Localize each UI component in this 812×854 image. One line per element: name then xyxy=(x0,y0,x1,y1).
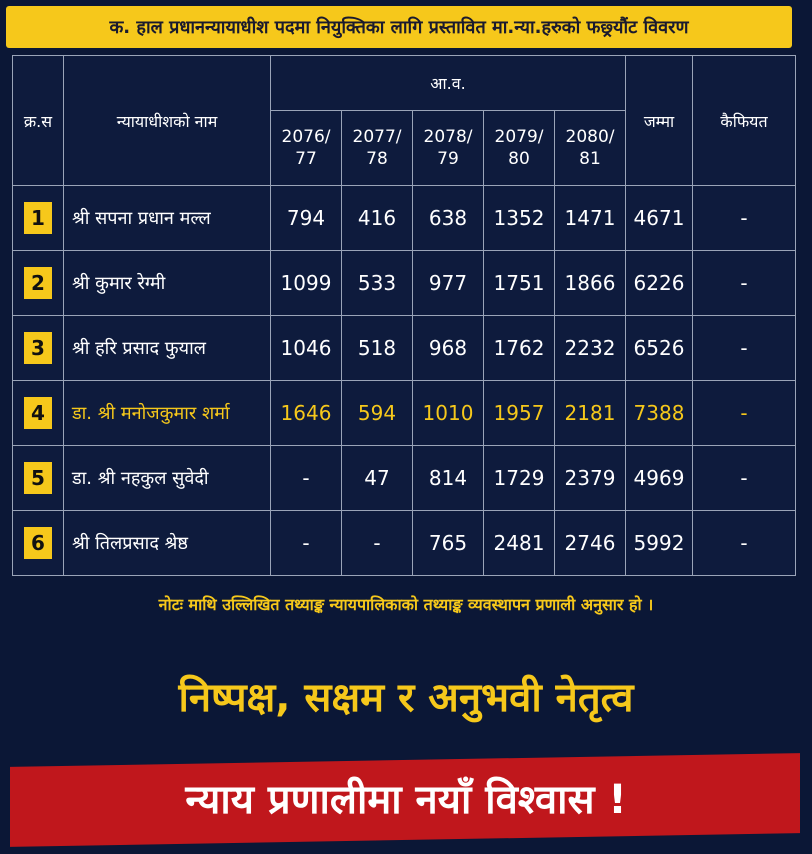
value-cell: 1471 xyxy=(554,185,626,251)
serial-number: 1 xyxy=(24,202,52,234)
value-cell: - xyxy=(692,315,796,381)
note: नोटः माथि उल्लिखित तथ्याङ्क न्यायपालिकाक… xyxy=(158,595,654,614)
value-cell: 2379 xyxy=(554,445,626,511)
value-cell: - xyxy=(341,510,413,576)
slogan-line2: न्याय प्रणालीमा नयाँ विश्वास ! xyxy=(185,777,627,823)
serial-number: 4 xyxy=(24,397,52,429)
value-cell: 1046 xyxy=(270,315,342,381)
year-header: 2076/ 77 xyxy=(270,110,342,186)
value-cell: 1957 xyxy=(483,380,555,446)
value-cell: 2181 xyxy=(554,380,626,446)
value-cell: 1729 xyxy=(483,445,555,511)
value-cell: 1646 xyxy=(270,380,342,446)
value-cell: - xyxy=(692,250,796,316)
value-cell: 1751 xyxy=(483,250,555,316)
value-cell: 6226 xyxy=(625,250,693,316)
name-cell: श्री तिलप्रसाद श्रेष्ठ xyxy=(63,510,271,576)
serial-cell: 5 xyxy=(12,445,64,511)
value-cell: 5992 xyxy=(625,510,693,576)
header-cell: क्र.स xyxy=(12,55,64,186)
serial-cell: 4 xyxy=(12,380,64,446)
data-row: 6 श्री तिलप्रसाद श्रेष्ठ - -765 2481 2746 5992… xyxy=(12,510,796,576)
serial-cell: 6 xyxy=(12,510,64,576)
data-row: 2 श्री कुमार रेग्मी 1099 533 977 1751 1866 6226… xyxy=(12,250,796,316)
serial-cell: 1 xyxy=(12,185,64,251)
slogan-line1: निष्पक्ष, सक्षम र अनुभवी नेतृत्व xyxy=(178,675,634,721)
serial-number: 5 xyxy=(24,462,52,494)
value-cell: 7388 xyxy=(625,380,693,446)
value-cell: 6526 xyxy=(625,315,693,381)
value-cell: 2232 xyxy=(554,315,626,381)
value-cell: - xyxy=(270,510,342,576)
data-row: 5 डा. श्री नहकुल सुवेदी -47 814 1729 2379 4969… xyxy=(12,445,796,511)
value-cell: 1866 xyxy=(554,250,626,316)
value-cell: 2481 xyxy=(483,510,555,576)
serial-number: 2 xyxy=(24,267,52,299)
value-cell: 518 xyxy=(341,315,413,381)
header-row: क्र.स न्यायाधीशको नाम आ.व. जम्मा कैफियत xyxy=(12,55,796,186)
header-cell: आ.व. xyxy=(270,55,626,111)
header-row: 2076/ 77 2077/ 78 2078/ 79 2079/ 80 2080/ 81 xyxy=(13,110,796,186)
serial-number: 3 xyxy=(24,332,52,364)
table: क्र.स न्यायाधीशको नाम आ.व. जम्मा कैफियत 2076/… xyxy=(12,55,796,576)
value-cell: - xyxy=(692,380,796,446)
header-cell: कैफियत xyxy=(692,55,796,186)
value-cell: 814 xyxy=(412,445,484,511)
value-cell: 968 xyxy=(412,315,484,381)
value-cell: - xyxy=(692,185,796,251)
data-row: 4 डा. श्री मनोजकुमार शर्मा 1646 594 1010 1957… xyxy=(12,380,796,446)
value-cell: 2746 xyxy=(554,510,626,576)
value-cell: 638 xyxy=(412,185,484,251)
name-cell: श्री कुमार रेग्मी xyxy=(63,250,271,316)
value-cell: 594 xyxy=(341,380,413,446)
serial-cell: 3 xyxy=(12,315,64,381)
serial-number: 6 xyxy=(24,527,52,559)
serial-cell: 2 xyxy=(12,250,64,316)
value-cell: 1010 xyxy=(412,380,484,446)
value-cell: 977 xyxy=(412,250,484,316)
name-cell: श्री सपना प्रधान मल्ल xyxy=(63,185,271,251)
data-row: 1 श्री सपना प्रधान मल्ल 794 416 638 1352 1471 4… xyxy=(12,185,796,251)
header-cell: जम्मा xyxy=(625,55,693,186)
value-cell: 416 xyxy=(341,185,413,251)
value-cell: 47 xyxy=(341,445,413,511)
name-cell: डा. श्री मनोजकुमार शर्मा xyxy=(63,380,271,446)
value-cell: - xyxy=(270,445,342,511)
value-cell: 794 xyxy=(270,185,342,251)
value-cell: - xyxy=(692,445,796,511)
header-cell: न्यायाधीशको नाम xyxy=(63,55,271,186)
year-header: 2080/ 81 xyxy=(554,110,626,186)
name-cell: डा. श्री नहकुल सुवेदी xyxy=(63,445,271,511)
value-cell: 1099 xyxy=(270,250,342,316)
value-cell: 765 xyxy=(412,510,484,576)
value-cell: 4671 xyxy=(625,185,693,251)
name-cell: श्री हरि प्रसाद फुयाल xyxy=(63,315,271,381)
value-cell: - xyxy=(692,510,796,576)
value-cell: 4969 xyxy=(625,445,693,511)
value-cell: 533 xyxy=(341,250,413,316)
value-cell: 1762 xyxy=(483,315,555,381)
year-header: 2078/ 79 xyxy=(412,110,484,186)
year-header: 2079/ 80 xyxy=(483,110,555,186)
data-row: 3 श्री हरि प्रसाद फुयाल 1046 518 968 1762 2232… xyxy=(12,315,796,381)
title: क. हाल प्रधानन्यायाधीश पदमा नियुक्तिका ल… xyxy=(6,6,792,48)
year-header: 2077/ 78 xyxy=(341,110,413,186)
value-cell: 1352 xyxy=(483,185,555,251)
